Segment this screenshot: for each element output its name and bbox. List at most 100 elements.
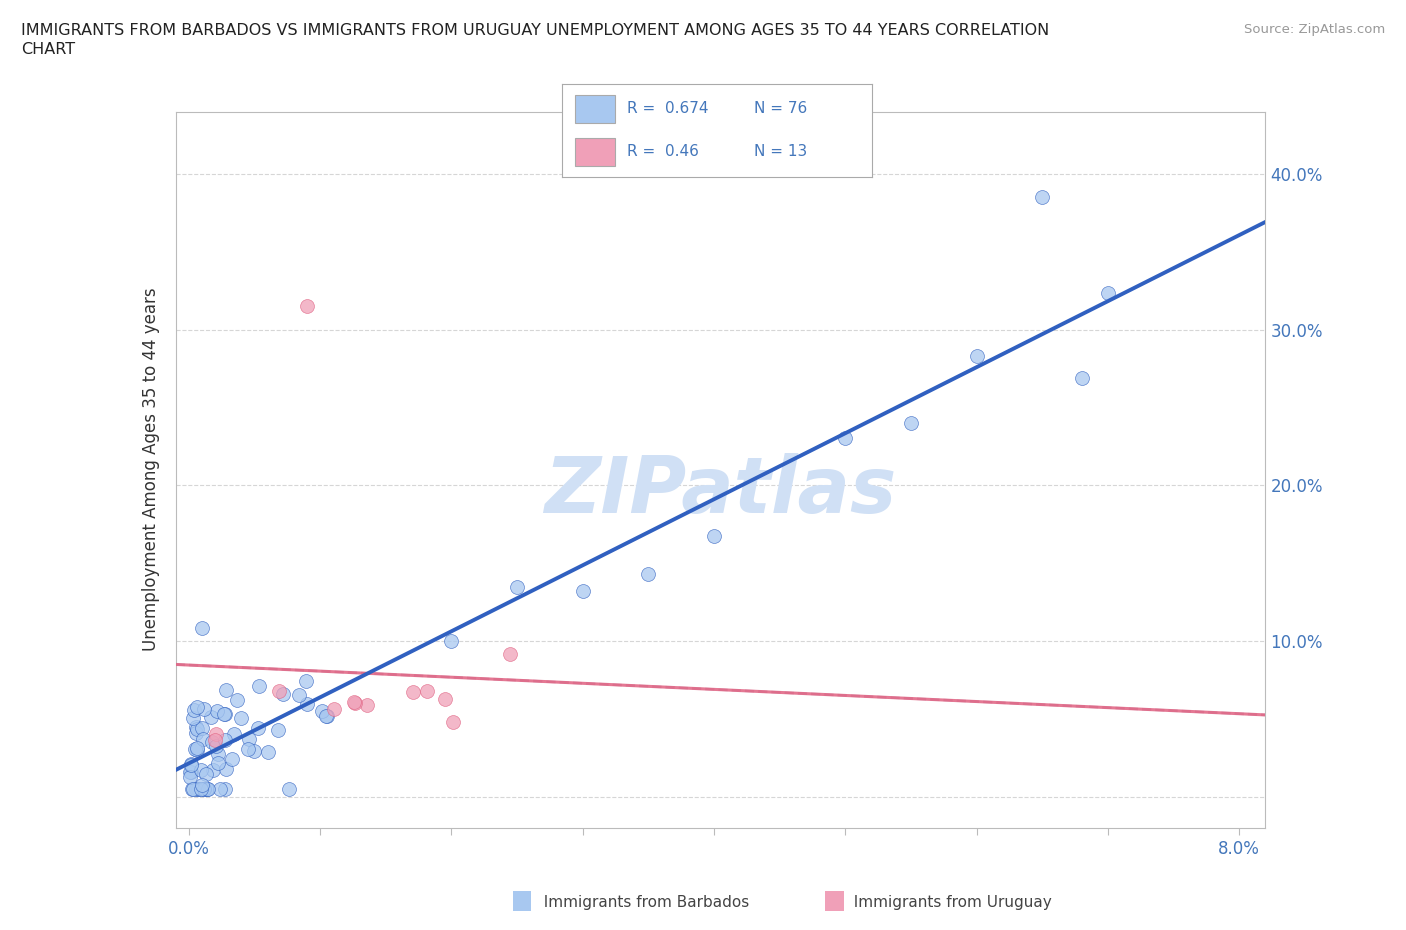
Point [215,762,238,777]
Point [297,697,319,711]
Point [184,725,207,740]
Point [193,732,215,747]
Point [499,646,522,661]
Point [181,711,204,726]
Text: CHART: CHART [21,42,75,57]
Point [190,781,212,796]
Point [323,701,346,716]
Text: Immigrants from Uruguay: Immigrants from Uruguay [844,895,1052,910]
Text: IMMIGRANTS FROM BARBADOS VS IMMIGRANTS FROM URUGUAY UNEMPLOYMENT AMONG AGES 35 T: IMMIGRANTS FROM BARBADOS VS IMMIGRANTS F… [21,23,1049,38]
Point [834,431,856,445]
Point [191,620,214,635]
Text: N = 76: N = 76 [754,101,807,116]
Point [236,741,259,756]
Point [229,711,252,725]
Point [215,682,238,697]
Point [193,781,215,796]
Point [221,752,243,767]
Point [267,684,290,698]
Text: ZIPatlas: ZIPatlas [544,453,897,529]
Point [204,733,226,748]
Point [966,349,988,364]
Point [191,721,214,736]
Point [311,703,333,718]
Point [187,781,209,796]
Point [247,721,270,736]
Point [900,416,922,431]
Point [207,756,229,771]
Point [214,733,236,748]
Point [295,673,318,688]
Text: N = 13: N = 13 [754,144,807,159]
Point [401,684,423,699]
Point [278,781,301,796]
Point [1070,371,1092,386]
Point [195,781,218,796]
Point [200,710,222,724]
Point [201,762,224,777]
Point [266,723,288,737]
Point [434,692,457,707]
Point [637,567,659,582]
Point [356,698,378,712]
Point [186,722,208,737]
Text: R =  0.674: R = 0.674 [627,101,709,116]
Text: Immigrants from Barbados: Immigrants from Barbados [534,895,749,910]
Point [180,756,202,771]
Point [288,688,311,703]
Point [179,764,201,779]
Point [180,758,202,773]
Point [571,583,593,598]
Point [214,707,236,722]
Point [212,706,235,721]
Point [703,528,725,543]
Point [416,684,439,698]
Point [506,580,529,595]
Point [315,709,337,724]
Point [193,701,215,716]
Text: Source: ZipAtlas.com: Source: ZipAtlas.com [1244,23,1385,36]
Point [186,699,208,714]
Point [195,766,218,781]
Point [214,781,236,796]
Point [315,708,337,723]
Point [179,769,201,784]
Point [209,781,232,796]
Point [273,687,295,702]
Point [187,781,209,796]
Point [441,714,464,729]
Point [180,765,202,780]
Point [257,745,280,760]
Point [201,735,224,750]
Point [190,763,212,777]
FancyBboxPatch shape [575,138,614,166]
Point [224,726,246,741]
Point [197,781,219,796]
Point [440,633,463,648]
Point [191,777,214,792]
Point [243,744,266,759]
Point [180,781,202,796]
Point [191,781,214,796]
Point [247,679,270,694]
Text: R =  0.46: R = 0.46 [627,144,699,159]
Point [184,720,207,735]
Point [204,738,226,753]
Point [184,742,207,757]
Point [186,743,208,758]
Point [343,694,366,709]
Point [343,695,366,710]
Point [183,702,205,717]
Point [207,704,229,719]
Point [1097,286,1119,301]
Point [238,732,260,747]
Point [186,740,208,755]
Point [186,781,208,796]
Point [205,727,228,742]
Point [207,747,229,762]
Y-axis label: Unemployment Among Ages 35 to 44 years: Unemployment Among Ages 35 to 44 years [142,288,160,651]
Point [181,781,204,796]
Point [226,692,249,707]
FancyBboxPatch shape [575,95,614,123]
Point [1031,190,1053,205]
